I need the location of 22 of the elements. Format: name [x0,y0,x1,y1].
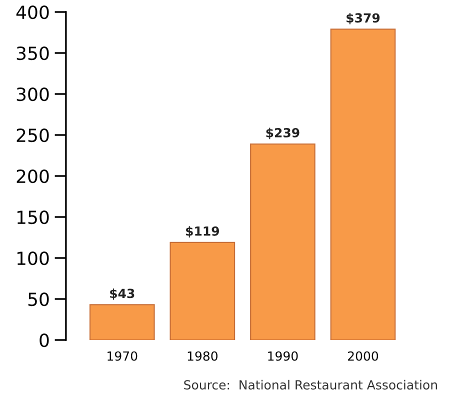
data-label: $119 [186,226,220,238]
y-tick-label: 50 [28,292,49,306]
data-label: $239 [266,128,300,140]
bar [250,143,316,340]
x-tick-label: 1990 [268,351,298,361]
y-tick-label: 300 [16,87,49,102]
bar [170,242,236,340]
x-tick-label: 2000 [348,351,378,361]
data-label: $43 [110,288,134,300]
y-tick-label: 100 [17,251,49,266]
y-tick-label: 250 [16,128,49,142]
y-tick-label: 350 [16,46,49,60]
y-tick-label: 200 [16,169,49,184]
bar [89,304,155,340]
data-label: $379 [346,12,380,24]
bar [330,28,396,340]
x-tick-label: 1980 [188,351,218,361]
y-tick-label: 0 [40,333,49,348]
y-tick-label: 400 [16,5,49,20]
source-note: Source: National Restaurant Association [184,380,437,390]
x-tick-label: 1970 [108,351,138,361]
y-tick-label: 150 [17,210,49,224]
